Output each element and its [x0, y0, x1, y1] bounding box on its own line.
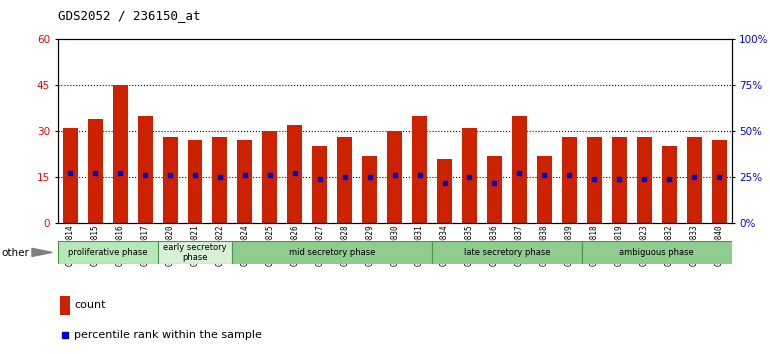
Bar: [562, 137, 577, 223]
Text: percentile rank within the sample: percentile rank within the sample: [74, 330, 262, 339]
Bar: [587, 137, 601, 223]
Bar: [188, 140, 203, 223]
Bar: [462, 128, 477, 223]
Bar: [512, 116, 527, 223]
Text: count: count: [74, 299, 105, 310]
Bar: [213, 137, 227, 223]
Bar: [287, 125, 303, 223]
Text: late secretory phase: late secretory phase: [464, 248, 551, 257]
Bar: [637, 137, 651, 223]
Bar: [412, 116, 427, 223]
Bar: [337, 137, 352, 223]
Text: GDS2052 / 236150_at: GDS2052 / 236150_at: [58, 9, 200, 22]
Bar: [313, 146, 327, 223]
Text: proliferative phase: proliferative phase: [68, 248, 147, 257]
Bar: [138, 116, 152, 223]
Bar: [237, 140, 253, 223]
Bar: [88, 119, 102, 223]
Bar: [263, 131, 277, 223]
Bar: [162, 137, 178, 223]
Bar: [711, 140, 727, 223]
Bar: [487, 155, 502, 223]
Bar: [537, 155, 552, 223]
Polygon shape: [32, 249, 52, 256]
Bar: [112, 85, 128, 223]
Bar: [60, 296, 70, 315]
Bar: [387, 131, 402, 223]
Bar: [362, 155, 377, 223]
Bar: [611, 137, 627, 223]
Bar: [58, 241, 158, 264]
Bar: [233, 241, 432, 264]
Bar: [687, 137, 701, 223]
Bar: [158, 241, 233, 264]
Bar: [582, 241, 732, 264]
Text: ambiguous phase: ambiguous phase: [619, 248, 694, 257]
Bar: [437, 159, 452, 223]
Text: other: other: [2, 248, 29, 258]
Bar: [432, 241, 582, 264]
Bar: [661, 146, 677, 223]
Text: mid secretory phase: mid secretory phase: [289, 248, 376, 257]
Bar: [62, 128, 78, 223]
Text: early secretory
phase: early secretory phase: [163, 242, 227, 262]
